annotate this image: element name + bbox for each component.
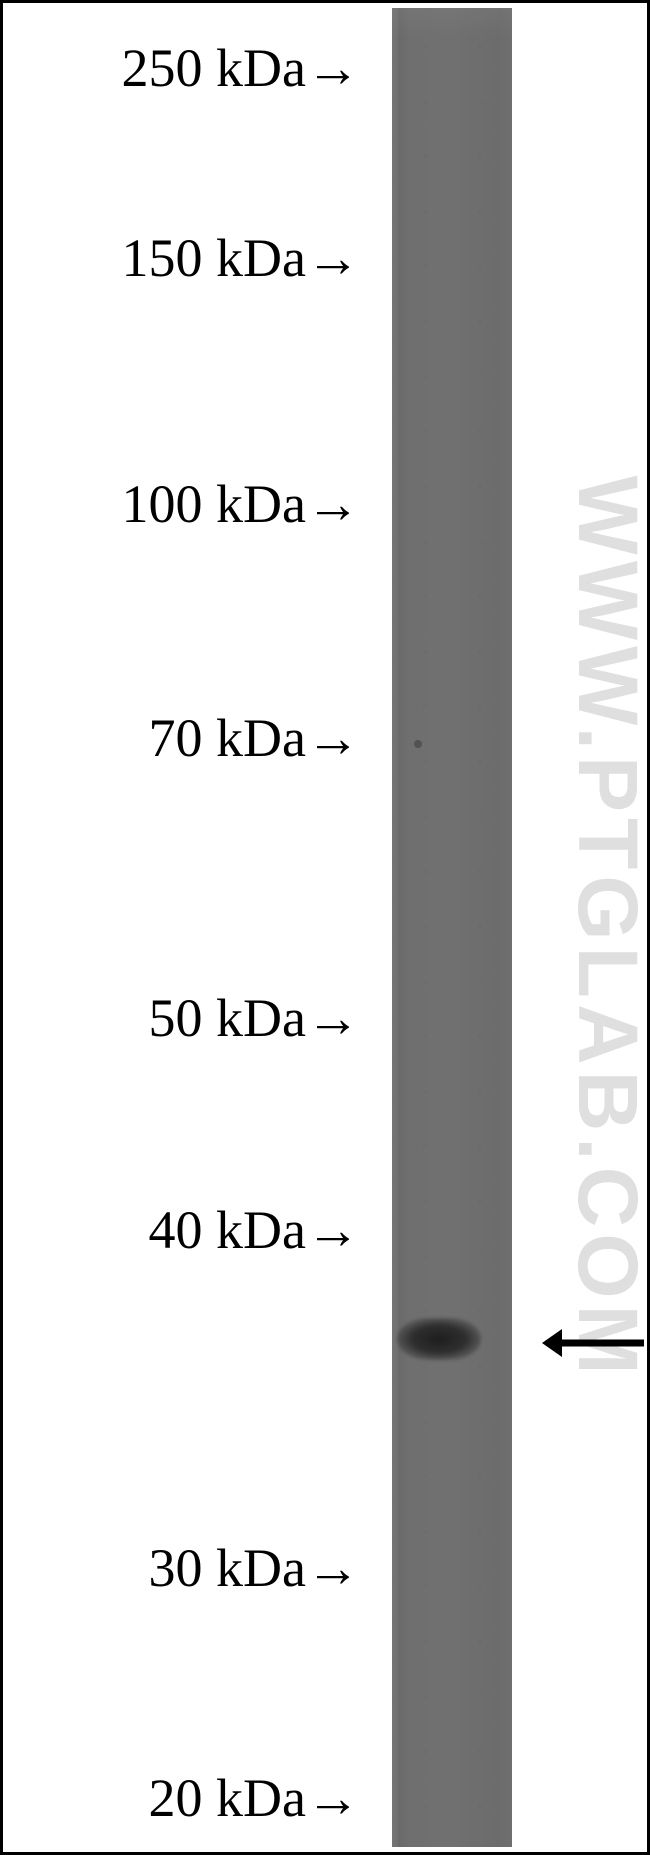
marker-arrow-icon: → <box>306 1767 360 1829</box>
marker-text: 150 kDa <box>122 228 306 288</box>
marker-label: 70 kDa→ <box>149 707 360 769</box>
marker-arrow-icon: → <box>306 707 360 769</box>
marker-label: 150 kDa→ <box>122 227 360 289</box>
protein-band <box>397 1318 481 1360</box>
lane-edge <box>392 8 398 1847</box>
marker-arrow-icon: → <box>306 227 360 289</box>
marker-text: 70 kDa <box>149 708 306 768</box>
marker-label: 100 kDa→ <box>122 473 360 535</box>
marker-text: 20 kDa <box>149 1768 306 1828</box>
marker-arrow-icon: → <box>306 1537 360 1599</box>
marker-text: 250 kDa <box>122 38 306 98</box>
marker-label: 50 kDa→ <box>149 987 360 1049</box>
blot-lane <box>392 8 512 1847</box>
marker-text: 50 kDa <box>149 988 306 1048</box>
band-indicator-arrow <box>540 1319 648 1367</box>
marker-text: 40 kDa <box>149 1200 306 1260</box>
marker-arrow-icon: → <box>306 987 360 1049</box>
marker-label: 30 kDa→ <box>149 1537 360 1599</box>
marker-label: 250 kDa→ <box>122 37 360 99</box>
marker-arrow-icon: → <box>306 473 360 535</box>
marker-label: 40 kDa→ <box>149 1199 360 1261</box>
lane-top-highlight <box>392 8 512 38</box>
marker-text: 30 kDa <box>149 1538 306 1598</box>
marker-label: 20 kDa→ <box>149 1767 360 1829</box>
faint-marker-dot <box>414 740 422 748</box>
marker-arrow-icon: → <box>306 1199 360 1261</box>
marker-text: 100 kDa <box>122 474 306 534</box>
marker-arrow-icon: → <box>306 37 360 99</box>
